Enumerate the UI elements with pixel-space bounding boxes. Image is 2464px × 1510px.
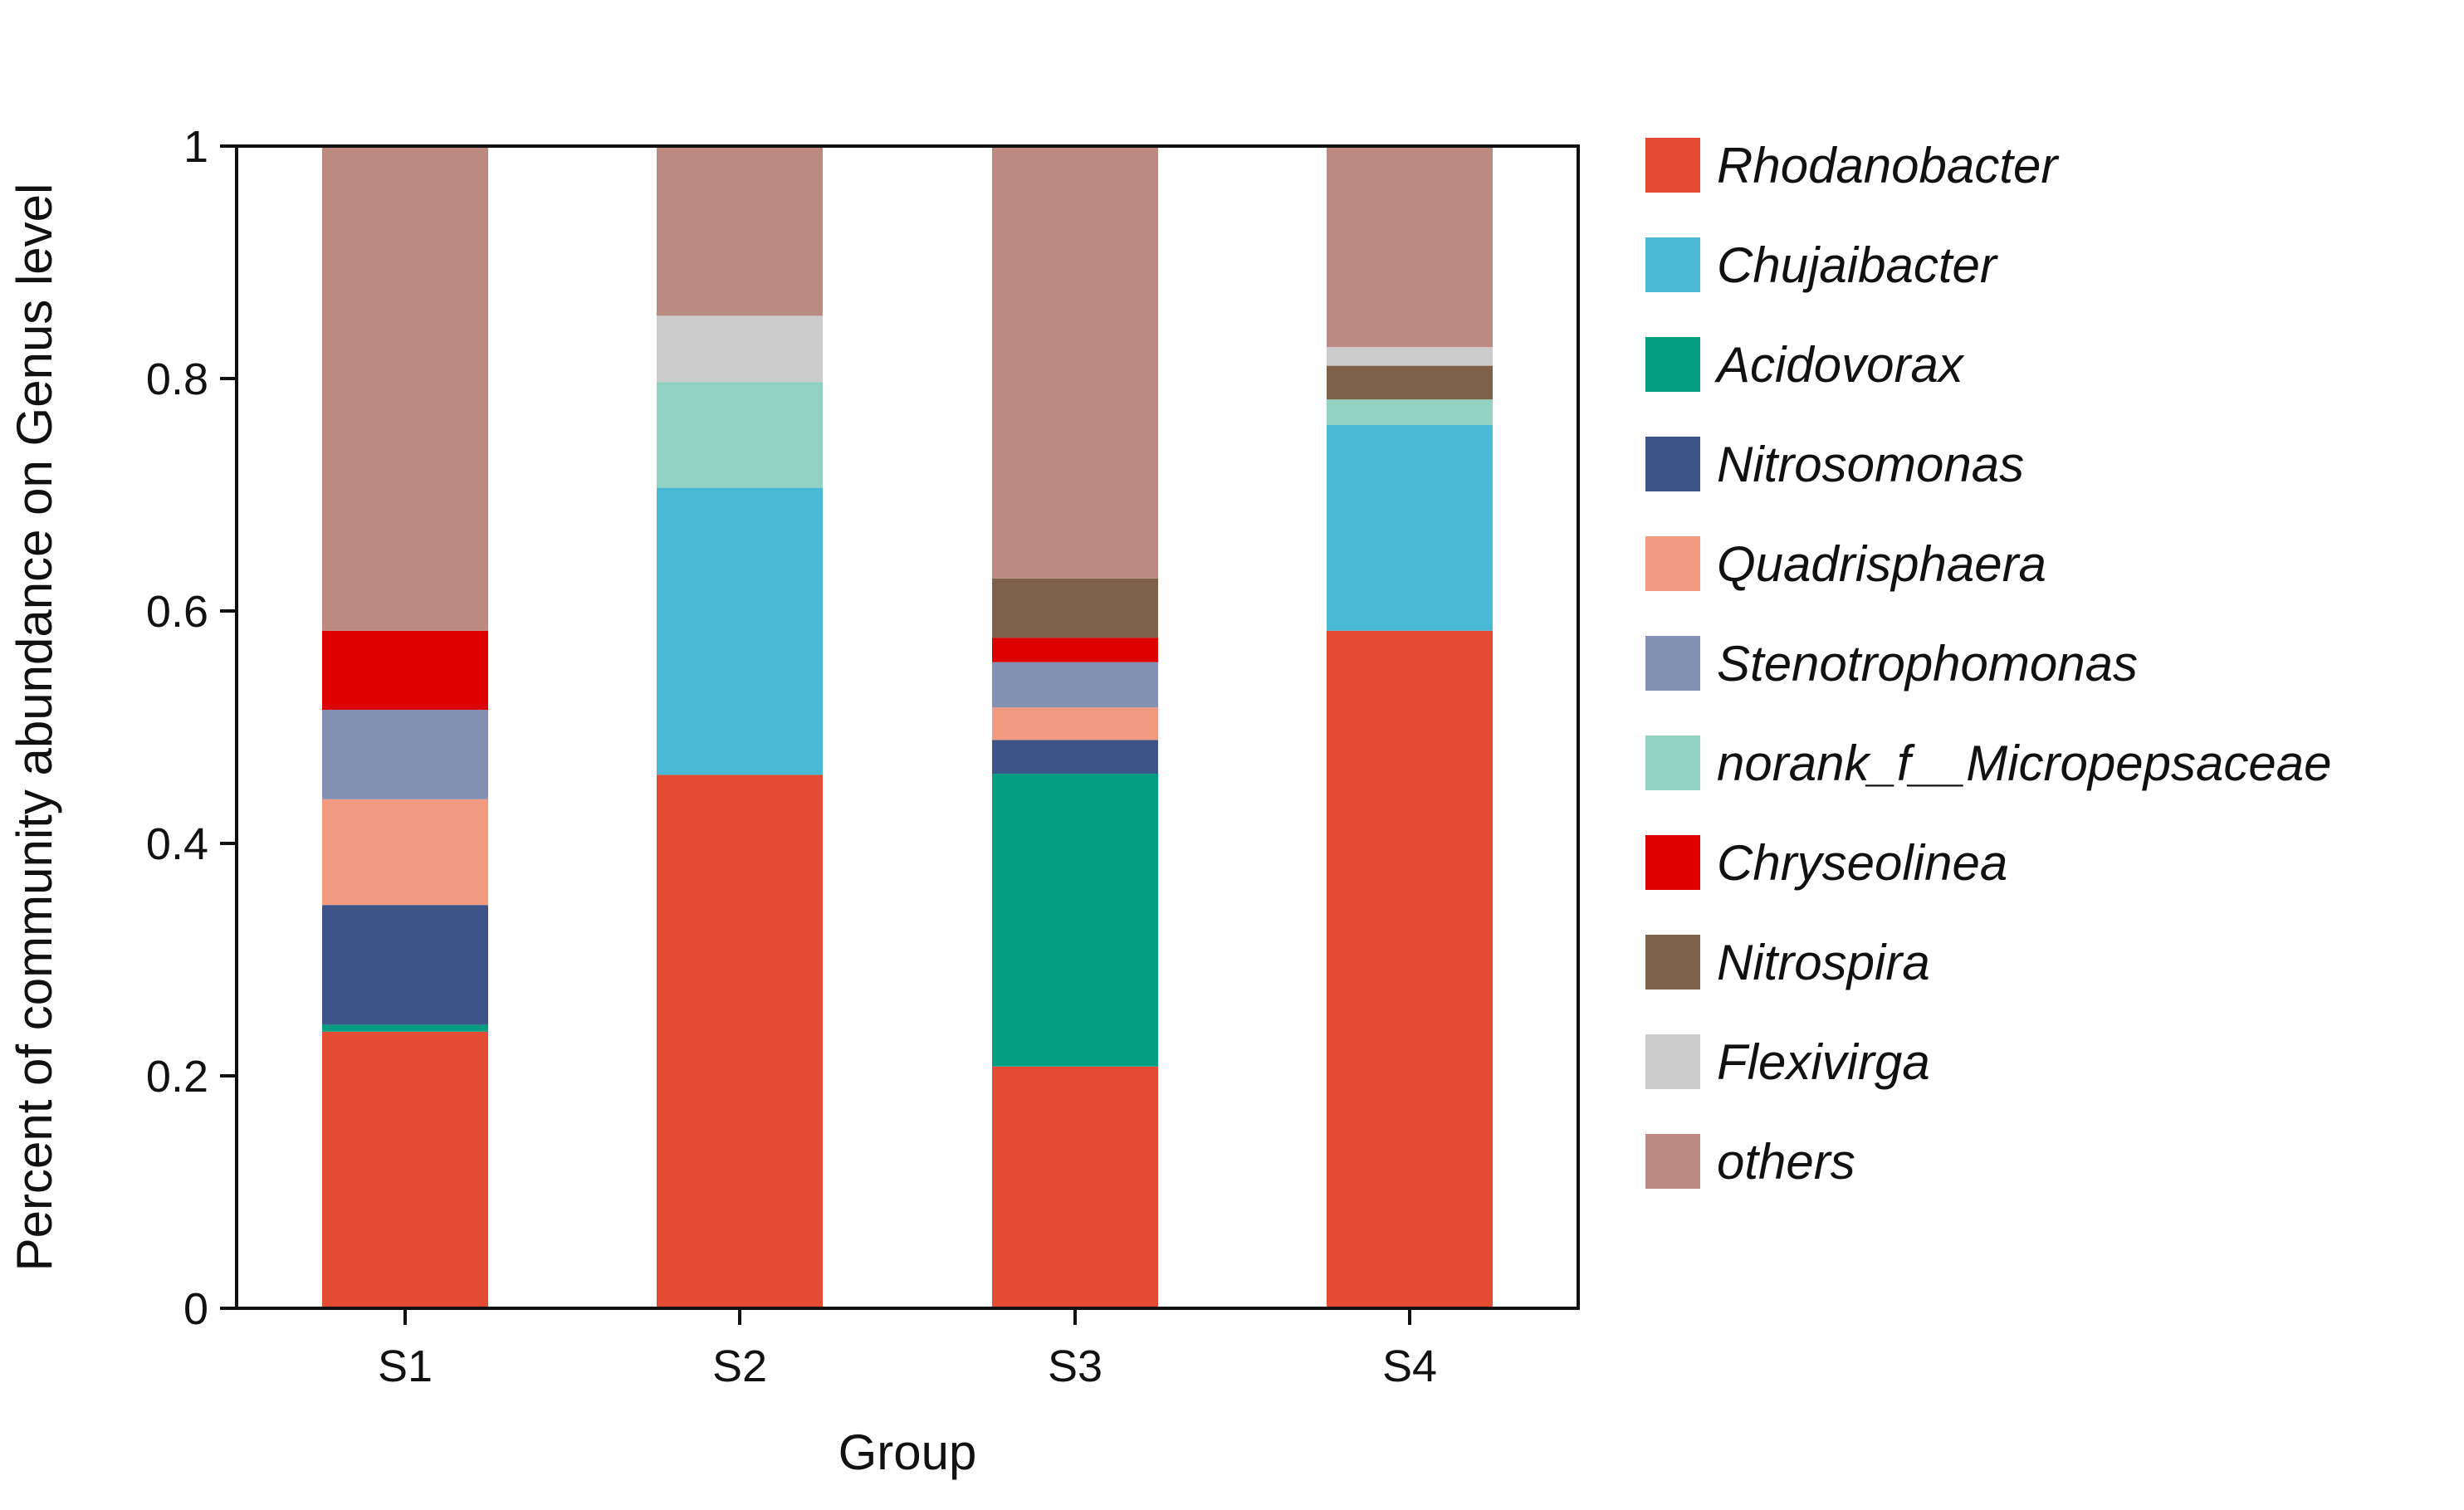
legend-item-others: others: [1645, 1134, 1855, 1190]
bar-segment-s3-stenotrophomonas: [992, 662, 1158, 708]
legend-item-stenotrophomonas: Stenotrophomonas: [1645, 636, 2138, 691]
legend-swatch: [1645, 636, 1700, 691]
bars-layer: [322, 146, 1493, 1308]
y-tick-label: 0.8: [146, 354, 208, 404]
bar-segment-s3-quadrisphaera: [992, 707, 1158, 740]
y-axis: 0 0.2 0.4 0.6 0.8 1: [146, 122, 237, 1334]
bar-segment-s2-chujaibacter: [657, 487, 823, 775]
bar-segment-s4-norank-f-micropepsaceae: [1327, 399, 1493, 425]
legend-swatch: [1645, 337, 1700, 392]
legend-item-acidovorax: Acidovorax: [1645, 337, 1965, 393]
bar-segment-s3-chryseolinea: [992, 638, 1158, 662]
legend-swatch: [1645, 536, 1700, 591]
legend-swatch: [1645, 237, 1700, 292]
bar-group-s3: [992, 146, 1158, 1308]
bar-segment-s1-rhodanobacter: [322, 1031, 488, 1308]
bar-segment-s4-nitrospira: [1327, 365, 1493, 400]
x-tick-label: S2: [712, 1341, 767, 1391]
x-tick-label: S4: [1382, 1341, 1437, 1391]
bar-segment-s3-nitrosomonas: [992, 740, 1158, 774]
x-axis-title: Group: [838, 1424, 977, 1480]
bar-segment-s3-rhodanobacter: [992, 1066, 1158, 1308]
legend: Rhodanobacter Chujaibacter Acidovorax Nitro…: [1645, 138, 2331, 1190]
bar-segment-s3-acidovorax: [992, 774, 1158, 1067]
legend-item-nitrospira: Nitrospira: [1645, 935, 1930, 990]
legend-item-quadrisphaera: Quadrisphaera: [1645, 536, 2046, 592]
legend-item-chujaibacter: Chujaibacter: [1645, 237, 1998, 293]
y-axis-title: Percent of community abundance on Genus …: [7, 183, 62, 1272]
legend-swatch: [1645, 138, 1700, 193]
bar-segment-s4-chujaibacter: [1327, 425, 1493, 631]
bar-segment-s2-others: [657, 146, 823, 316]
bar-segment-s4-others: [1327, 146, 1493, 348]
legend-label: Chujaibacter: [1717, 237, 1998, 293]
legend-label: others: [1717, 1134, 1855, 1190]
bar-segment-s4-flexivirga: [1327, 347, 1493, 366]
legend-item-flexivirga: Flexivirga: [1645, 1034, 1930, 1090]
bar-segment-s4-rhodanobacter: [1327, 630, 1493, 1308]
x-tick-label: S1: [378, 1341, 433, 1391]
x-axis: S1 S2 S3 S4: [378, 1308, 1437, 1391]
legend-swatch: [1645, 1134, 1700, 1189]
legend-item-nitrosomonas: Nitrosomonas: [1645, 437, 2024, 492]
y-tick-label: 0.4: [146, 819, 208, 869]
bar-group-s1: [322, 146, 488, 1308]
legend-swatch: [1645, 437, 1700, 491]
legend-label: Quadrisphaera: [1717, 536, 2046, 592]
bar-group-s2: [657, 146, 823, 1308]
bar-segment-s1-quadrisphaera: [322, 799, 488, 906]
legend-label: Chryseolinea: [1717, 835, 2007, 891]
bar-segment-s1-others: [322, 146, 488, 631]
legend-label: Flexivirga: [1717, 1034, 1930, 1090]
bar-segment-s2-norank-f-micropepsaceae: [657, 382, 823, 488]
x-tick-label: S3: [1048, 1341, 1102, 1391]
bar-segment-s1-acidovorax: [322, 1024, 488, 1032]
bar-group-s4: [1327, 146, 1493, 1308]
legend-item-norank-f-micropepsaceae: norank_f__Micropepsaceae: [1645, 735, 2331, 791]
legend-swatch: [1645, 1034, 1700, 1089]
legend-label: norank_f__Micropepsaceae: [1717, 735, 2331, 791]
legend-swatch: [1645, 735, 1700, 790]
legend-label: Nitrospira: [1717, 935, 1930, 990]
legend-item-chryseolinea: Chryseolinea: [1645, 835, 2007, 891]
bar-segment-s3-nitrospira: [992, 578, 1158, 638]
legend-item-rhodanobacter: Rhodanobacter: [1645, 138, 2059, 193]
plot-frame: [235, 144, 1580, 1310]
bar-segment-s2-flexivirga: [657, 315, 823, 383]
y-tick-label: 1: [183, 122, 208, 172]
bar-segment-s1-stenotrophomonas: [322, 710, 488, 799]
legend-label: Nitrosomonas: [1717, 437, 2024, 492]
y-tick-label: 0: [183, 1284, 208, 1334]
bar-segment-s2-rhodanobacter: [657, 775, 823, 1308]
legend-label: Stenotrophomonas: [1717, 636, 2138, 691]
legend-swatch: [1645, 835, 1700, 890]
y-tick-label: 0.6: [146, 587, 208, 637]
bar-segment-s1-nitrosomonas: [322, 905, 488, 1025]
bar-segment-s1-chryseolinea: [322, 630, 488, 710]
legend-label: Rhodanobacter: [1717, 138, 2059, 193]
bar-segment-s3-others: [992, 146, 1158, 579]
legend-swatch: [1645, 935, 1700, 990]
y-tick-label: 0.2: [146, 1052, 208, 1102]
legend-label: Acidovorax: [1714, 337, 1965, 393]
